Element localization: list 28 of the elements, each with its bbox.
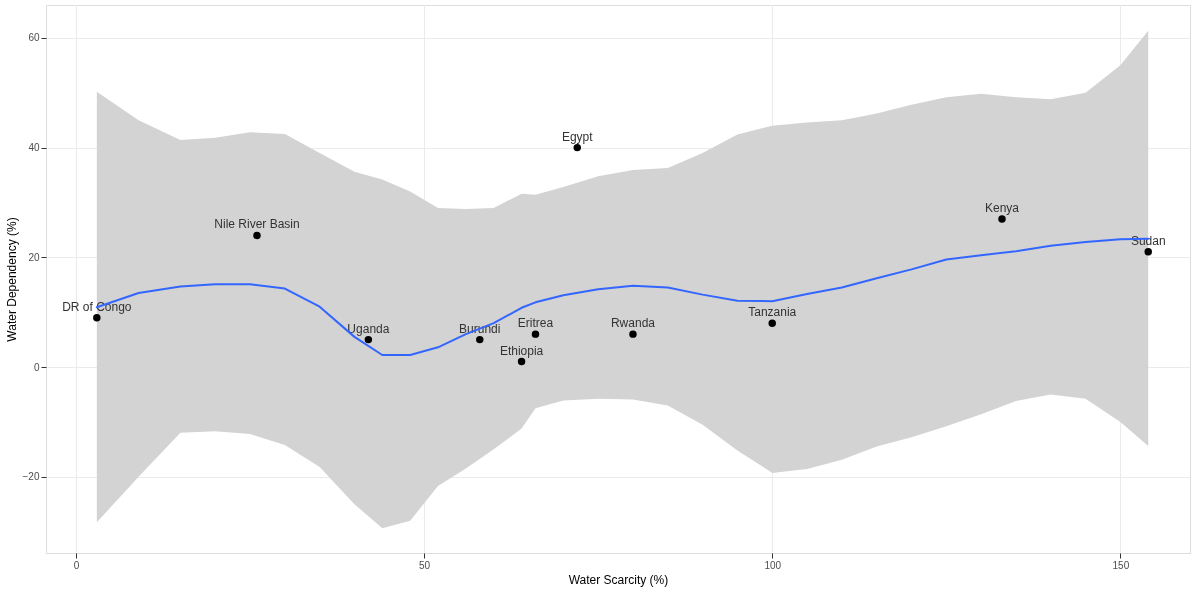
point <box>629 330 637 338</box>
point <box>476 335 484 344</box>
y-axis-title: Water Dependency (%) <box>4 217 19 342</box>
point <box>768 319 776 327</box>
annotation: Nile River Basin <box>214 217 300 232</box>
point <box>1144 248 1152 256</box>
point <box>93 313 101 322</box>
x-tick-label: 0 <box>73 559 80 571</box>
annotation: Ethiopia <box>499 343 544 358</box>
annotation: Uganda <box>347 321 390 336</box>
x-tick-label: 100 <box>764 559 782 571</box>
x-tick-label: 150 <box>1112 559 1130 571</box>
y-tick-label: −20 <box>22 471 40 483</box>
annotation: Kenya <box>984 200 1020 215</box>
annotation: Egypt <box>561 129 594 144</box>
y-tick-label: 0 <box>33 361 40 373</box>
y-tick-label: 20 <box>28 251 40 263</box>
annotation: DR of Congo <box>62 299 132 314</box>
x-tick-label: 50 <box>419 559 431 571</box>
annotation: Tanzania <box>748 305 797 320</box>
annotation: Eritrea <box>517 316 554 331</box>
y-tick-label: 40 <box>28 142 40 154</box>
x-axis-title: Water Scarcity (%) <box>568 572 669 587</box>
y-tick-label: 60 <box>28 32 40 44</box>
point <box>531 330 540 338</box>
point <box>253 231 261 240</box>
point <box>998 215 1006 223</box>
annotation: Rwanda <box>610 316 656 331</box>
